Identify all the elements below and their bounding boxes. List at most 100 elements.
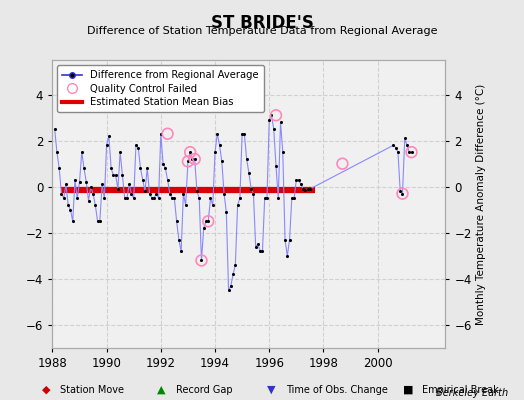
Point xyxy=(220,190,228,197)
Text: Record Gap: Record Gap xyxy=(176,385,232,395)
Point xyxy=(159,160,167,167)
Point xyxy=(258,248,267,254)
Point xyxy=(276,119,285,126)
Point xyxy=(53,149,61,155)
Point xyxy=(193,188,201,194)
Point xyxy=(78,149,86,155)
Text: Empirical Break: Empirical Break xyxy=(422,385,498,395)
Point xyxy=(407,149,416,155)
Point xyxy=(82,179,91,185)
Point xyxy=(179,190,188,197)
Point xyxy=(60,195,68,202)
Point xyxy=(129,195,138,202)
Point xyxy=(197,257,205,264)
Point xyxy=(184,158,192,164)
Point xyxy=(299,186,307,192)
Point xyxy=(57,190,66,197)
Point xyxy=(231,262,239,268)
Point xyxy=(209,202,217,208)
Point xyxy=(134,144,143,151)
Point xyxy=(240,130,248,137)
Point xyxy=(294,177,303,183)
Point xyxy=(227,282,235,289)
Point xyxy=(191,156,199,162)
Y-axis label: Monthly Temperature Anomaly Difference (°C): Monthly Temperature Anomaly Difference (… xyxy=(476,83,486,325)
Point xyxy=(272,112,280,118)
Point xyxy=(211,149,219,155)
Point xyxy=(303,186,312,192)
Point xyxy=(206,195,215,202)
Point xyxy=(389,142,398,148)
Point xyxy=(400,135,409,142)
Text: Station Move: Station Move xyxy=(60,385,124,395)
Point xyxy=(172,218,181,224)
Point xyxy=(91,202,100,208)
Point xyxy=(64,202,72,208)
Point xyxy=(267,112,276,118)
Point xyxy=(396,188,405,194)
Point xyxy=(141,188,149,194)
Point xyxy=(100,195,108,202)
Point xyxy=(67,206,75,213)
Text: ▲: ▲ xyxy=(157,385,166,395)
Point xyxy=(394,149,402,155)
Point xyxy=(177,248,185,254)
Point xyxy=(233,202,242,208)
Point xyxy=(195,195,203,202)
Point xyxy=(200,225,208,231)
Point xyxy=(123,195,131,202)
Point xyxy=(292,177,301,183)
Point xyxy=(260,195,269,202)
Point xyxy=(168,195,176,202)
Text: Berkeley Earth: Berkeley Earth xyxy=(436,388,508,398)
Point xyxy=(55,165,63,172)
Point xyxy=(283,253,291,259)
Point xyxy=(132,142,140,148)
Text: ST BRIDE'S: ST BRIDE'S xyxy=(211,14,313,32)
Point xyxy=(102,142,111,148)
Point xyxy=(222,209,231,215)
Point xyxy=(86,184,95,190)
Point xyxy=(274,195,282,202)
Legend: Difference from Regional Average, Quality Control Failed, Estimated Station Mean: Difference from Regional Average, Qualit… xyxy=(58,65,264,112)
Point xyxy=(398,190,407,197)
Point xyxy=(155,195,163,202)
Point xyxy=(163,130,172,137)
Point xyxy=(236,195,244,202)
Point xyxy=(84,197,93,204)
Point xyxy=(204,218,212,224)
Point xyxy=(150,195,158,202)
Point xyxy=(279,149,287,155)
Point xyxy=(217,158,226,164)
Point xyxy=(229,271,237,278)
Point xyxy=(252,244,260,250)
Point xyxy=(71,177,79,183)
Point xyxy=(148,195,156,202)
Point xyxy=(136,165,145,172)
Point xyxy=(338,160,346,167)
Point xyxy=(138,177,147,183)
Point xyxy=(204,218,212,224)
Point xyxy=(256,248,265,254)
Point xyxy=(118,172,127,178)
Point xyxy=(145,190,154,197)
Point xyxy=(69,218,77,224)
Point xyxy=(398,190,407,197)
Point xyxy=(191,156,199,162)
Point xyxy=(109,172,117,178)
Point xyxy=(50,126,59,132)
Text: Time of Obs. Change: Time of Obs. Change xyxy=(286,385,387,395)
Point xyxy=(281,236,289,243)
Point xyxy=(62,181,70,188)
Point xyxy=(224,287,233,294)
Point xyxy=(96,218,104,224)
Point xyxy=(105,133,113,139)
Point xyxy=(166,190,174,197)
Point xyxy=(288,195,296,202)
Point xyxy=(127,190,136,197)
Point xyxy=(238,130,246,137)
Point xyxy=(184,158,192,164)
Point xyxy=(186,149,194,155)
Point xyxy=(249,190,258,197)
Point xyxy=(197,257,205,264)
